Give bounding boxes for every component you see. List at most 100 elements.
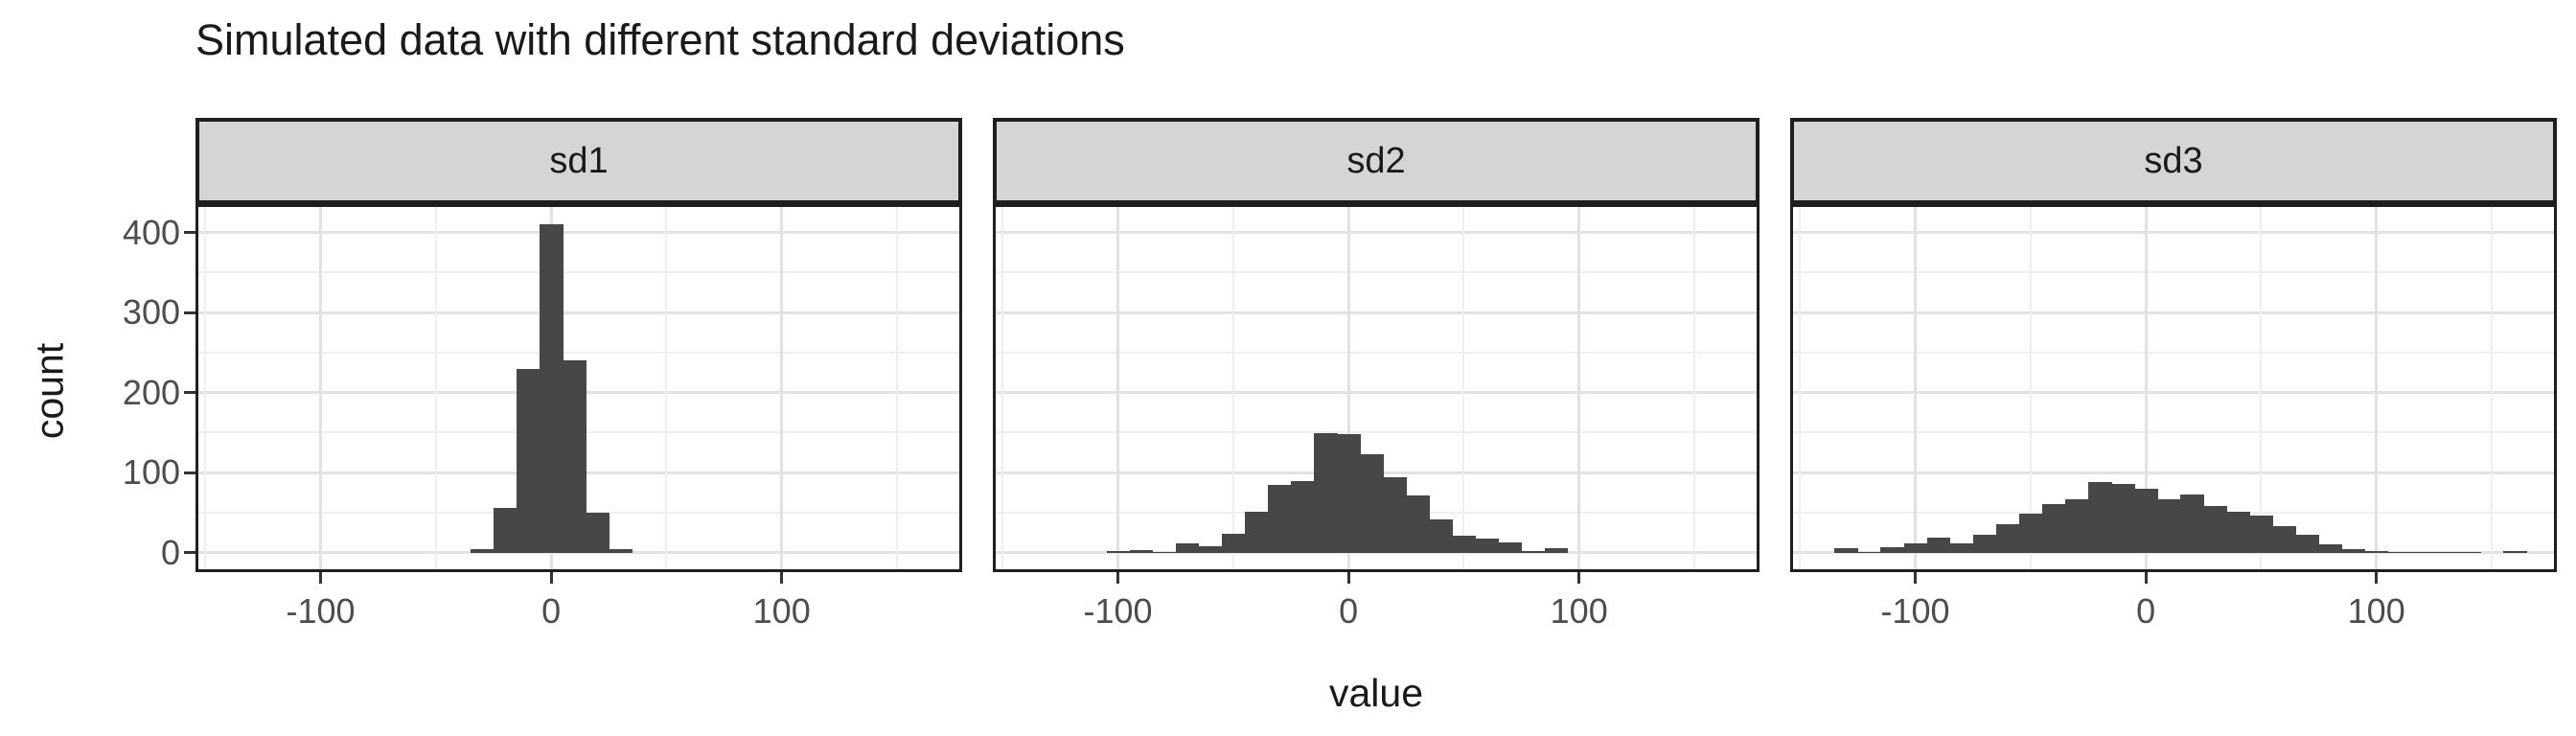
grid-line-x-minor [1001,207,1004,569]
x-axis-tick [2375,572,2379,584]
histogram-bar [2503,550,2527,553]
histogram-bar [2180,494,2204,553]
grid-line-y-minor [996,271,1757,274]
histogram-bar [2064,499,2089,553]
facet-sd1: sd1 -100 0 100 [196,118,962,631]
y-tick-label: 200 [122,372,180,412]
grid-line-x-minor [665,207,668,569]
histogram-bar [2433,551,2458,553]
grid-line-y-major [198,231,959,235]
y-tick-label: 0 [160,532,180,572]
histogram-bar [2387,551,2412,553]
histogram-bar [2018,514,2043,553]
histogram-bar [1360,453,1384,553]
facet-strip-label: sd3 [2144,140,2203,181]
histogram-bar [2134,488,2158,553]
histogram-bar [1544,547,1569,553]
histogram-bar [1267,484,1292,553]
panel-plot-area [1790,204,2557,572]
histogram-bar [1383,477,1407,553]
histogram-bar [2318,544,2343,553]
grid-line-y-minor [996,431,1757,434]
histogram-bar [2041,504,2066,553]
x-tick-label: -100 [286,591,356,631]
histogram-bar [1880,546,1905,553]
facet-strip: sd1 [196,118,962,204]
grid-line-y-minor [1793,351,2554,354]
histogram-bar [1452,536,1477,553]
x-tick-label: 100 [752,591,811,631]
x-tick-label: -100 [1083,591,1153,631]
y-tick-label: 300 [122,292,180,333]
histogram-bar [1972,535,1997,553]
grid-line-y-major [996,231,1757,235]
histogram-bar [2157,499,2181,553]
grid-line-x-major [1914,207,1917,569]
histogram-bar [2272,526,2297,553]
x-axis-tick [1914,572,1917,584]
facet-sd3: sd3 -100 0 100 [1790,118,2557,631]
x-tick-label: 0 [2136,591,2156,631]
grid-line-y-minor [1793,271,2554,274]
y-tick-label: 400 [122,212,180,252]
x-tick-label: 0 [541,591,562,631]
y-axis-tick [184,551,196,554]
histogram-bar [1834,548,1859,553]
histogram-bar [1949,543,1974,553]
grid-line-x-major [780,207,784,569]
panel-plot-area [993,204,1760,572]
facet-strip: sd2 [993,118,1760,204]
histogram-bar [1429,518,1454,553]
histogram-bar [2341,549,2366,553]
x-axis-tick [1116,572,1119,584]
y-axis-tick [184,391,196,395]
histogram-bar [494,507,518,553]
grid-line-x-major [1346,207,1350,569]
grid-line-x-minor [896,207,898,569]
histogram-bar [1221,534,1246,553]
grid-line-x-major [1577,207,1581,569]
y-axis-tick [184,471,196,474]
histogram-bar [2111,483,2135,553]
grid-line-y-major [1793,310,2554,314]
grid-line-y-major [1793,471,2554,474]
histogram-bar [2203,506,2228,553]
grid-line-x-minor [1462,207,1465,569]
histogram-bar [1291,481,1315,553]
grid-line-y-major [1793,551,2554,554]
histogram-bar [1498,541,1523,553]
x-axis-tick [549,572,553,584]
histogram-bar [586,512,610,553]
histogram-bar [1152,551,1177,553]
grid-line-x-minor [434,207,437,569]
grid-line-y-major [996,391,1757,395]
histogram-bar [1475,538,1500,553]
x-axis-tick [780,572,784,584]
histogram-bar [563,360,586,553]
x-axis-tick [2144,572,2148,584]
facet-strip-label: sd1 [549,140,609,181]
grid-line-x-minor [1693,207,1695,569]
grid-line-y-minor [198,271,959,274]
x-tick-label: 100 [2347,591,2405,631]
histogram-bar [1995,523,2020,553]
histogram-bar [2088,482,2112,553]
histogram-bar [1521,550,1546,553]
histogram-bar [1903,542,1928,553]
histogram-bar [2364,550,2389,553]
grid-line-y-major [1793,391,2554,395]
y-tick-label: 100 [122,452,180,492]
panel-plot-area [196,204,962,572]
grid-line-x-major [2144,207,2148,569]
histogram-bar [2410,551,2435,553]
x-axis-tick [1577,572,1581,584]
grid-line-x-major [1116,207,1119,569]
y-axis-tick [184,231,196,235]
histogram-bar [1337,434,1361,553]
grid-line-y-major [198,551,959,554]
histogram-bar [1244,511,1269,553]
histogram-bar [517,368,540,553]
grid-line-y-major [198,310,959,314]
x-axis-label: value [1328,671,1424,715]
